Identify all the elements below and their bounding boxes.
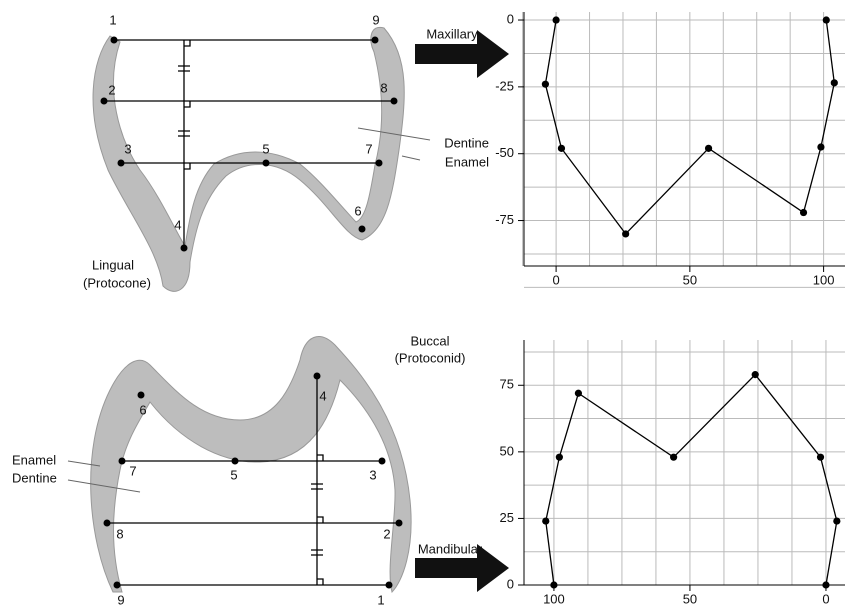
data-point xyxy=(556,454,563,461)
point-label: 6 xyxy=(354,203,361,218)
measure-lines xyxy=(107,376,399,585)
x-tick-label: 0 xyxy=(822,591,829,606)
point-label: 4 xyxy=(174,217,181,232)
enamel-label: Enamel xyxy=(445,154,489,169)
x-tick-label: 100 xyxy=(813,272,835,287)
arrow-label: Mandibular xyxy=(418,541,483,556)
data-point xyxy=(553,16,560,23)
side-label: Buccal xyxy=(410,333,449,348)
y-tick-label: -75 xyxy=(495,212,514,227)
data-point xyxy=(550,581,557,588)
x-tick-label: 0 xyxy=(552,272,559,287)
data-line xyxy=(546,375,837,585)
y-tick-label: -50 xyxy=(495,145,514,160)
data-point xyxy=(558,145,565,152)
data-point xyxy=(752,371,759,378)
point-label: 2 xyxy=(383,526,390,541)
y-tick-label: -25 xyxy=(495,78,514,93)
y-tick-label: 0 xyxy=(507,576,514,591)
y-tick-label: 0 xyxy=(507,11,514,26)
x-tick-label: 50 xyxy=(683,272,697,287)
point-label: 4 xyxy=(319,388,326,403)
side-label: Lingual xyxy=(92,257,134,272)
point-label: 9 xyxy=(372,12,379,27)
x-tick-label: 100 xyxy=(543,591,565,606)
data-point xyxy=(817,143,824,150)
y-tick-label: 75 xyxy=(500,377,514,392)
data-point xyxy=(542,517,549,524)
data-point xyxy=(831,79,838,86)
x-tick-label: 50 xyxy=(683,591,697,606)
point-label: 2 xyxy=(108,82,115,97)
data-point xyxy=(800,209,807,216)
dentine-label: Dentine xyxy=(12,470,57,485)
point-label: 1 xyxy=(377,592,384,607)
point-label: 6 xyxy=(139,402,146,417)
point-label: 5 xyxy=(262,141,269,156)
point-label: 8 xyxy=(116,526,123,541)
point-label: 5 xyxy=(230,467,237,482)
enamel-shape xyxy=(91,337,411,592)
enamel-shape xyxy=(93,27,404,291)
data-point xyxy=(833,517,840,524)
point-label: 7 xyxy=(365,141,372,156)
point-label: 9 xyxy=(117,592,124,607)
data-point xyxy=(670,454,677,461)
point-label: 3 xyxy=(124,141,131,156)
point-label: 1 xyxy=(109,12,116,27)
arrow-label: Maxillary xyxy=(426,26,478,41)
cusp-label: (Protocone) xyxy=(83,275,151,290)
data-point xyxy=(822,581,829,588)
data-point xyxy=(542,81,549,88)
data-point xyxy=(622,230,629,237)
data-point xyxy=(823,16,830,23)
data-point xyxy=(817,454,824,461)
point-label: 3 xyxy=(369,467,376,482)
data-point xyxy=(705,145,712,152)
enamel-label: Enamel xyxy=(12,452,56,467)
y-tick-label: 25 xyxy=(500,510,514,525)
leader xyxy=(402,156,420,160)
cusp-label: (Protoconid) xyxy=(395,350,466,365)
y-tick-label: 50 xyxy=(500,443,514,458)
figure: 1 2 3 4 5 6 7 8 9 Lingual (Protocone) De… xyxy=(0,0,847,608)
point-label: 8 xyxy=(380,80,387,95)
data-point xyxy=(575,390,582,397)
point-label: 7 xyxy=(129,463,136,478)
dentine-label: Dentine xyxy=(444,135,489,150)
